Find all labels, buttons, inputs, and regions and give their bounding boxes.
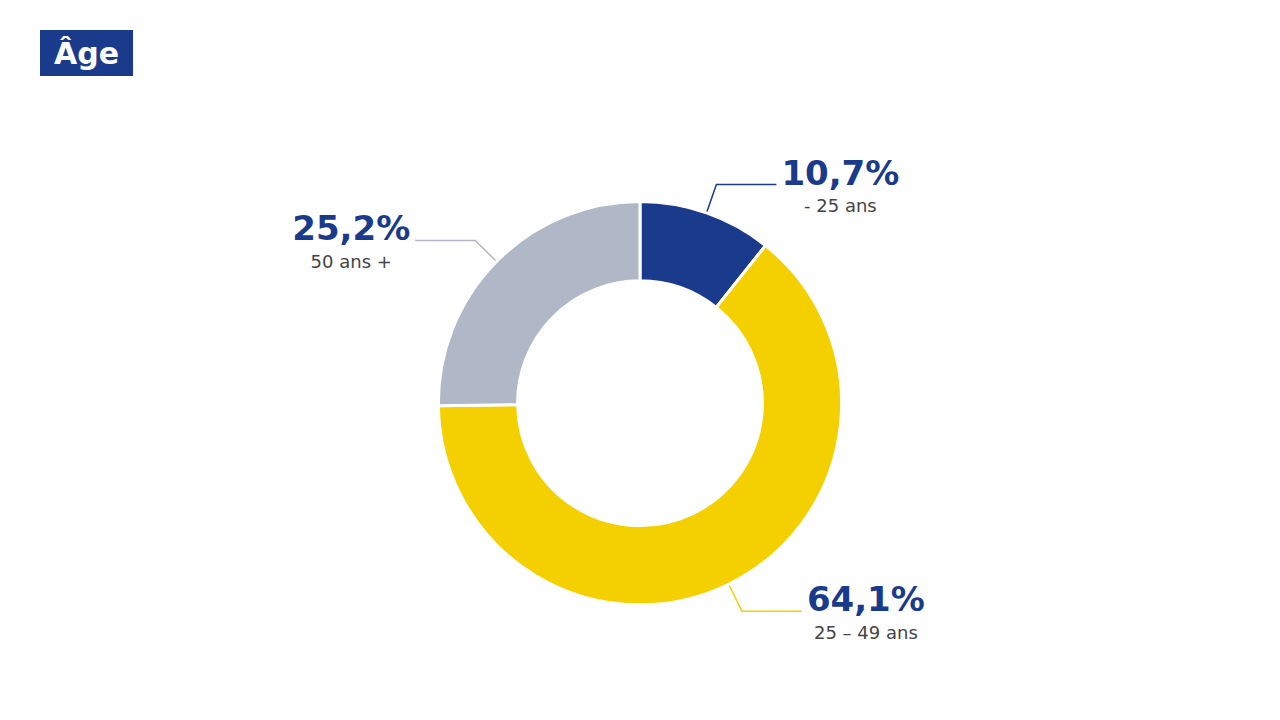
svg-text:50 ans +: 50 ans + bbox=[311, 251, 392, 272]
svg-text:Âge: Âge bbox=[54, 36, 119, 71]
svg-text:64,1%: 64,1% bbox=[807, 579, 925, 619]
svg-text:10,7%: 10,7% bbox=[781, 153, 899, 193]
svg-text:25,2%: 25,2% bbox=[292, 208, 410, 248]
svg-text:25 – 49 ans: 25 – 49 ans bbox=[814, 622, 918, 643]
svg-text:- 25 ans: - 25 ans bbox=[804, 195, 877, 216]
